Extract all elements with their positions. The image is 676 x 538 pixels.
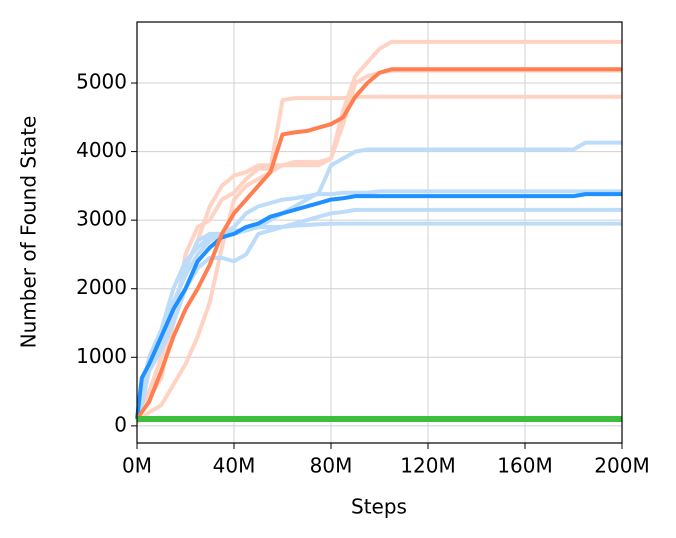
y-tick-label: 0 <box>114 412 127 436</box>
line <box>135 207 622 420</box>
x-axis-label: Steps <box>351 495 407 519</box>
line <box>135 221 622 420</box>
x-tick-label: 120M <box>400 454 455 478</box>
x-tick-label: 200M <box>594 454 649 478</box>
line <box>135 192 622 420</box>
line <box>135 67 622 421</box>
x-tick-label: 160M <box>497 454 552 478</box>
y-tick-label: 5000 <box>76 70 127 94</box>
plot-frame <box>136 21 623 444</box>
x-tick-label: 80M <box>310 454 353 478</box>
line <box>135 140 622 420</box>
y-tick-label: 3000 <box>76 207 127 231</box>
y-tick-label: 4000 <box>76 138 127 162</box>
x-tick-label: 40M <box>213 454 256 478</box>
y-axis-label: Number of Found State <box>17 116 41 349</box>
y-tick-label: 2000 <box>76 275 127 299</box>
y-tick-label: 1000 <box>76 344 127 368</box>
line <box>135 189 622 420</box>
x-tick-label: 0M <box>122 454 152 478</box>
